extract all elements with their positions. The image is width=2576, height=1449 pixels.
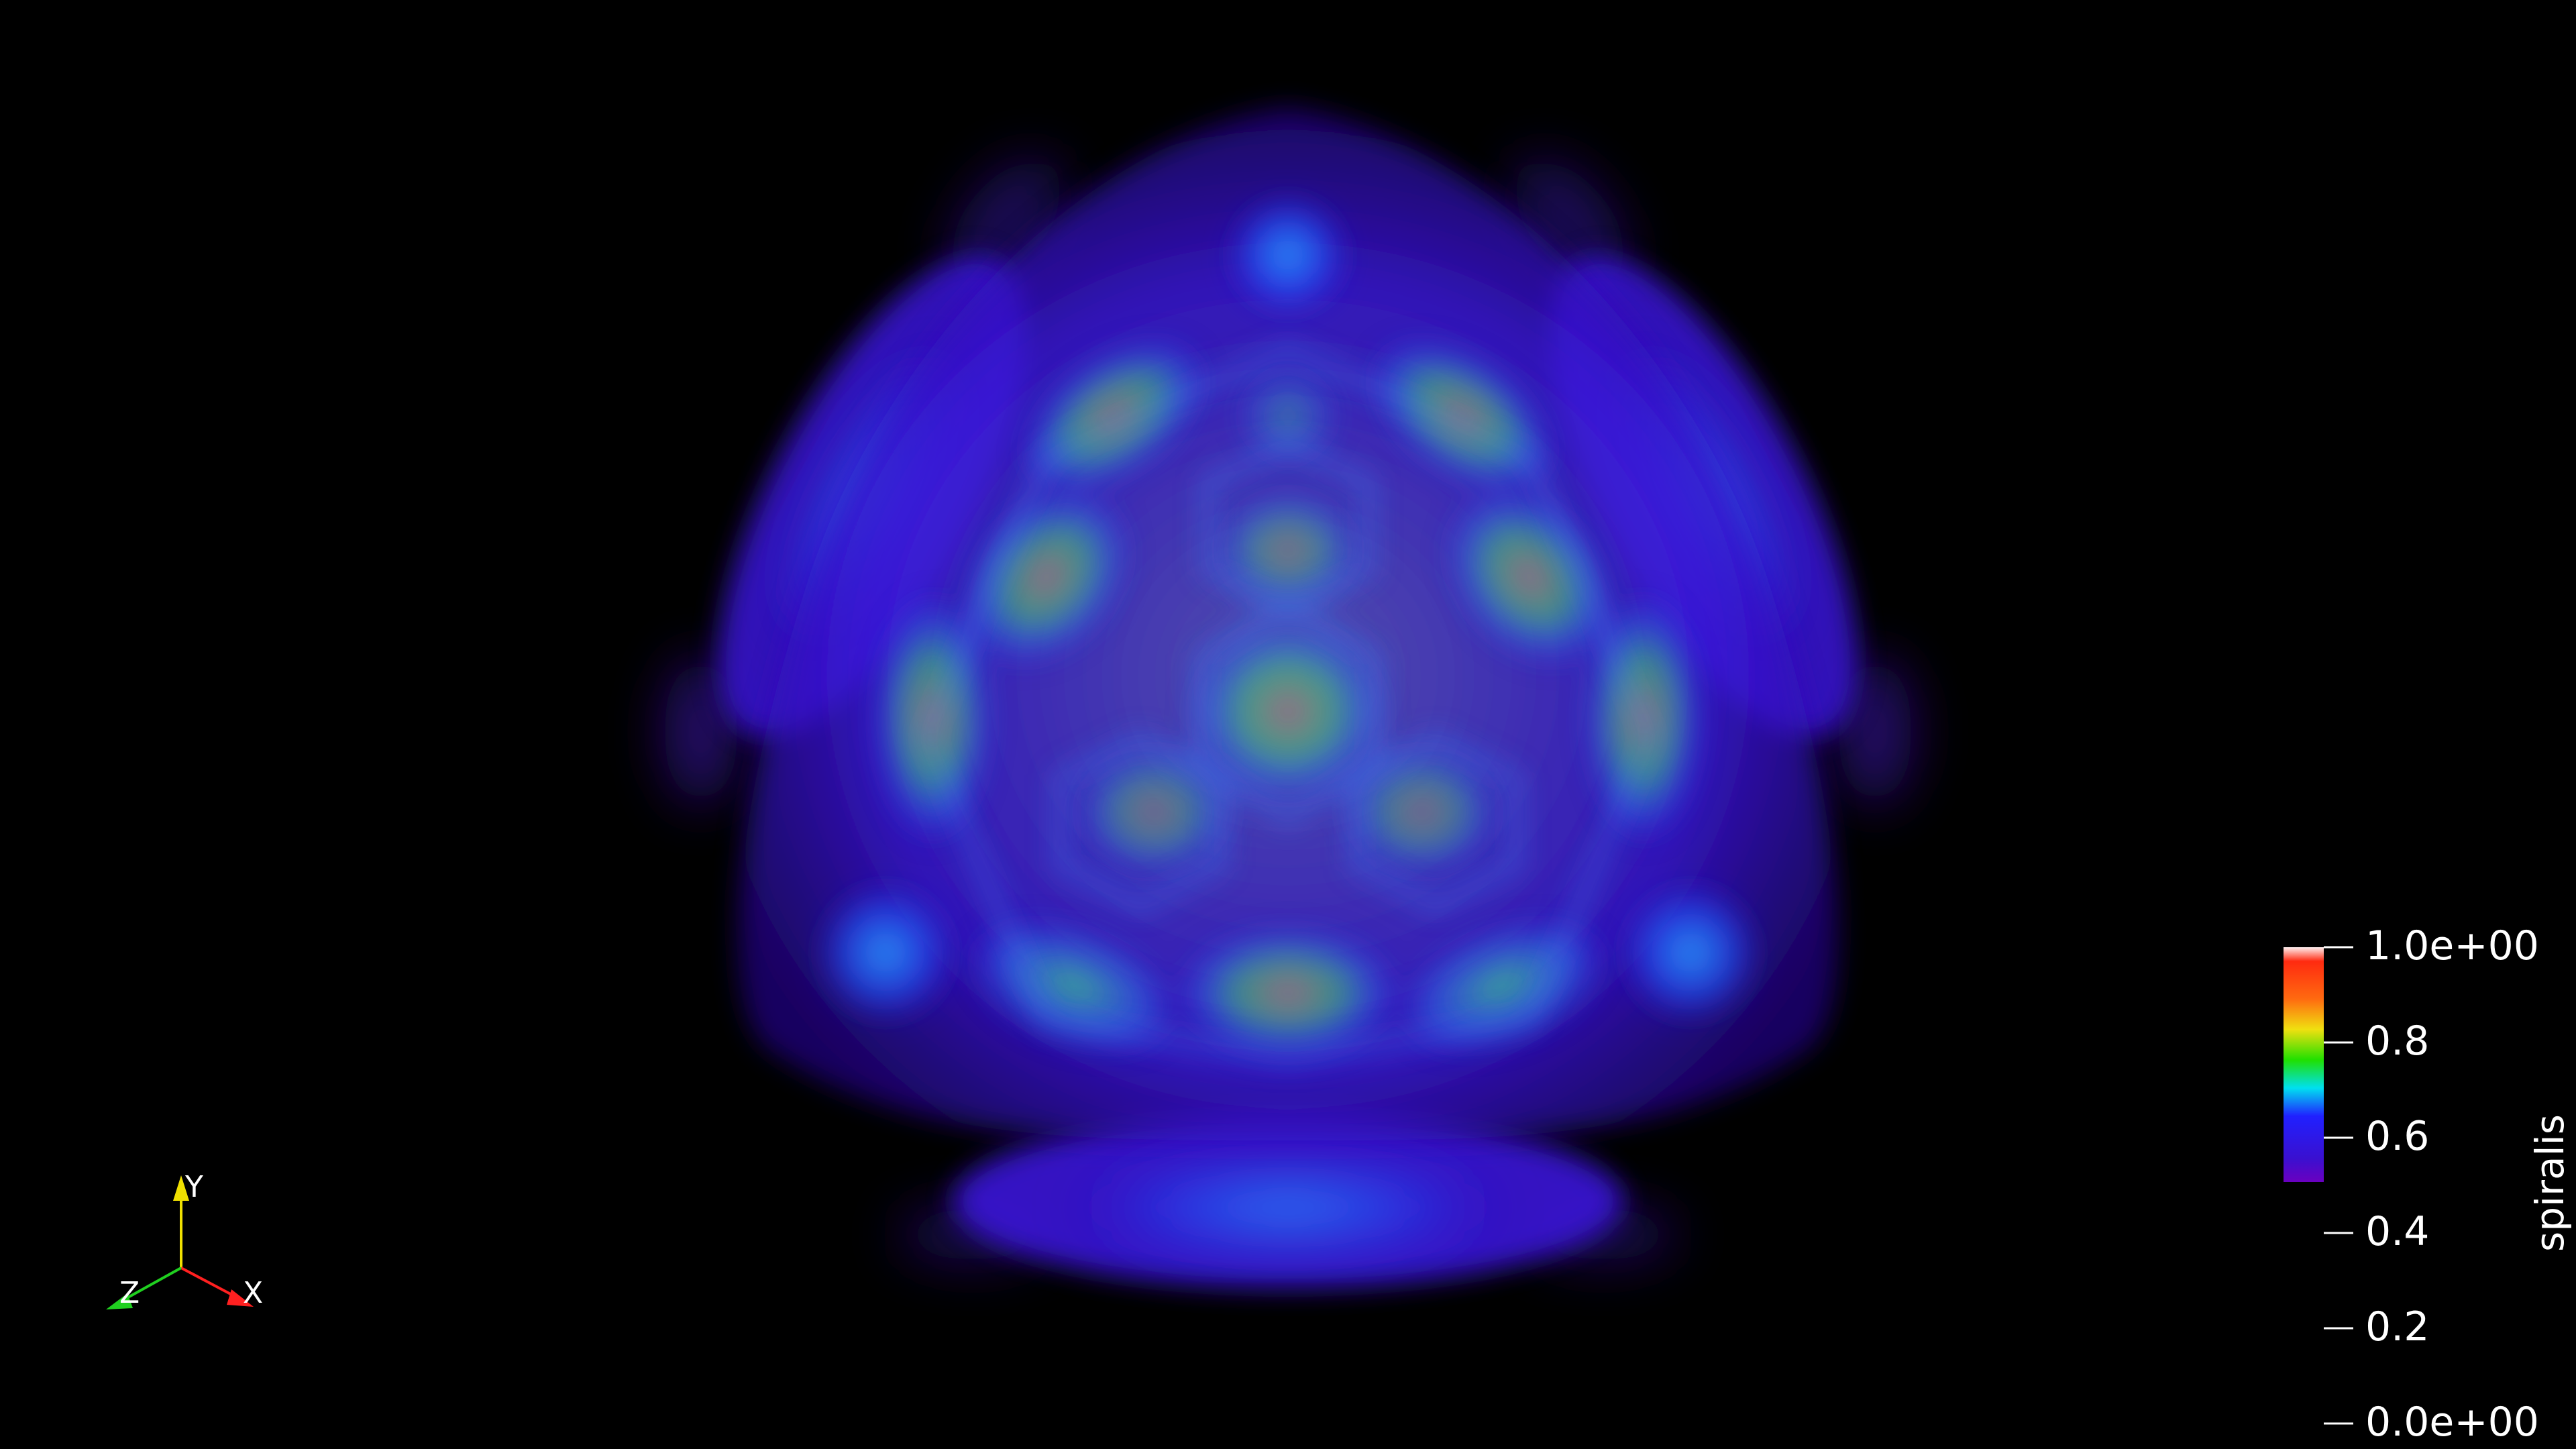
axis-label-y: Y [185, 1170, 203, 1204]
axis-label-x: X [243, 1276, 264, 1310]
axis-label-z: Z [119, 1276, 140, 1310]
colorbar-tick-label: 0.8 [2365, 1018, 2430, 1065]
colorbar-tick-label: 0.0e+00 [2365, 1399, 2539, 1446]
colorbar-title: spiralis [2527, 1114, 2573, 1252]
orientation-axes [106, 1175, 254, 1309]
colorbar-tick-label: 0.4 [2365, 1208, 2430, 1255]
colorbar-tick-label: 0.2 [2365, 1303, 2430, 1350]
colorbar-tick-label: 0.6 [2365, 1113, 2430, 1160]
inner-rings [920, 343, 1656, 1065]
bottom-base [953, 1114, 1623, 1288]
colorbar-tick-label: 1.0e+00 [2365, 922, 2539, 969]
colorbar-gradient [2284, 947, 2324, 1182]
colorbar-tick-marks [2324, 946, 2353, 1425]
